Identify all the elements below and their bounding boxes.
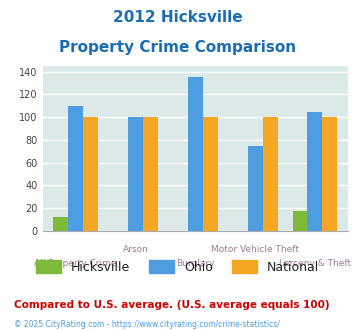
Text: All Property Crime: All Property Crime xyxy=(34,259,117,268)
Bar xyxy=(248,146,263,231)
Bar xyxy=(68,106,83,231)
Bar xyxy=(83,117,98,231)
Text: Property Crime Comparison: Property Crime Comparison xyxy=(59,40,296,54)
Bar xyxy=(322,117,337,231)
Text: 2012 Hicksville: 2012 Hicksville xyxy=(113,10,242,25)
Bar xyxy=(293,211,307,231)
Bar xyxy=(143,117,158,231)
Text: © 2025 CityRating.com - https://www.cityrating.com/crime-statistics/: © 2025 CityRating.com - https://www.city… xyxy=(14,320,280,329)
Bar xyxy=(203,117,218,231)
Bar xyxy=(307,112,322,231)
Bar xyxy=(188,77,203,231)
Text: Arson: Arson xyxy=(122,245,148,254)
Legend: Hicksville, Ohio, National: Hicksville, Ohio, National xyxy=(31,255,324,279)
Text: Burglary: Burglary xyxy=(176,259,214,268)
Bar xyxy=(263,117,278,231)
Text: Larceny & Theft: Larceny & Theft xyxy=(279,259,351,268)
Bar xyxy=(53,217,68,231)
Bar xyxy=(128,117,143,231)
Text: Motor Vehicle Theft: Motor Vehicle Theft xyxy=(211,245,299,254)
Text: Compared to U.S. average. (U.S. average equals 100): Compared to U.S. average. (U.S. average … xyxy=(14,300,330,310)
